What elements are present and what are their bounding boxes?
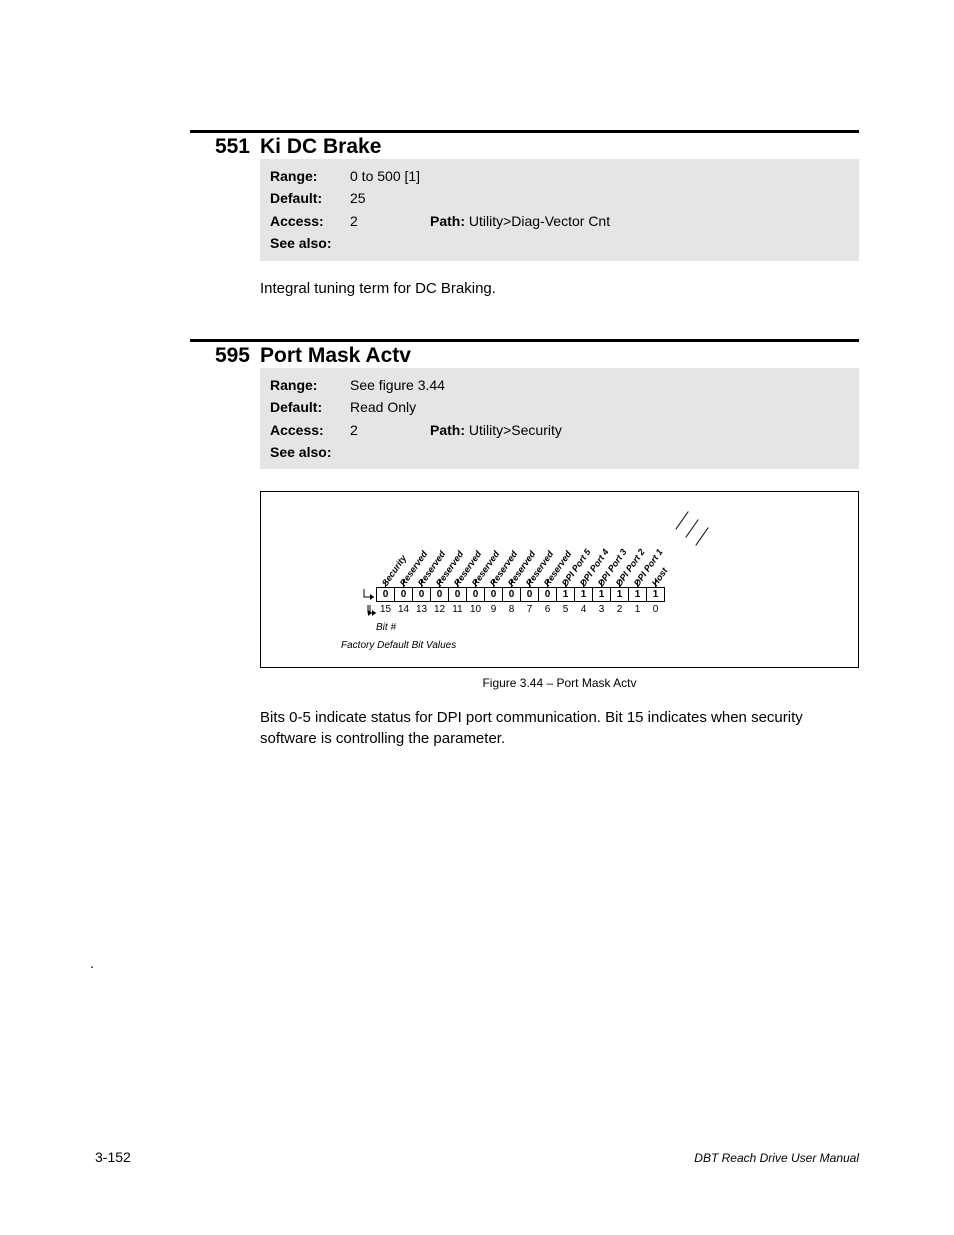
figure-box: SecurityReservedReservedReservedReserved…	[260, 491, 859, 668]
seealso-label: See also:	[270, 232, 350, 254]
page-number: 3-152	[95, 1149, 131, 1165]
tick-line	[547, 580, 548, 587]
bit-number-cell: 9	[485, 602, 503, 616]
slash-line	[685, 520, 698, 539]
stray-dot: .	[90, 955, 94, 971]
tick-line	[637, 580, 638, 587]
slash-line	[675, 512, 688, 531]
path-value: Utility>Diag-Vector Cnt	[469, 213, 610, 229]
arrow-icon	[356, 587, 376, 627]
tick-line	[385, 580, 386, 587]
slash-line	[695, 528, 708, 547]
bit-number-cell: 8	[503, 602, 521, 616]
range-value: See figure 3.44	[350, 374, 445, 396]
range-label: Range:	[270, 165, 350, 187]
rule-top-595	[190, 339, 859, 342]
path-551: Path: Utility>Diag-Vector Cnt	[430, 210, 610, 232]
bit-number-cell: 15	[377, 602, 395, 616]
bit-value-cell: 0	[449, 588, 467, 602]
manual-title: DBT Reach Drive User Manual	[694, 1151, 859, 1165]
bit-values-row: 0000000000111111	[377, 588, 665, 602]
default-value: Read Only	[350, 396, 416, 418]
bit-number-cell: 12	[431, 602, 449, 616]
bit-number-cell: 11	[449, 602, 467, 616]
bit-number-cell: 13	[413, 602, 431, 616]
tick-line	[529, 580, 530, 587]
param-title-551: Ki DC Brake	[260, 135, 381, 159]
factory-default-label: Factory Default Bit Values	[341, 640, 456, 651]
body-551: Integral tuning term for DC Braking.	[260, 279, 859, 299]
bit-value-cell: 0	[413, 588, 431, 602]
path-label: Path:	[430, 213, 469, 229]
bit-number-cell: 0	[647, 602, 665, 616]
bit-number-cell: 2	[611, 602, 629, 616]
title-row-595: 595 Port Mask Actv	[175, 344, 859, 368]
gray-box-595: Range: See figure 3.44 Default: Read Onl…	[260, 368, 859, 470]
bit-value-cell: 0	[377, 588, 395, 602]
param-number-551: 551	[175, 135, 260, 159]
bit-value-cell: 1	[611, 588, 629, 602]
access-label: Access:	[270, 210, 350, 232]
param-551: 551 Ki DC Brake Range: 0 to 500 [1] Defa…	[180, 130, 859, 299]
gray-box-551: Range: 0 to 500 [1] Default: 25 Access: …	[260, 159, 859, 261]
tick-line	[655, 580, 656, 587]
bit-value-cell: 0	[503, 588, 521, 602]
param-number-595: 595	[175, 344, 260, 368]
param-title-595: Port Mask Actv	[260, 344, 411, 368]
page: 551 Ki DC Brake Range: 0 to 500 [1] Defa…	[0, 0, 954, 1235]
body-595: Bits 0-5 indicate status for DPI port co…	[260, 708, 859, 749]
bit-value-cell: 0	[431, 588, 449, 602]
path-value: Utility>Security	[469, 422, 562, 438]
path-595: Path: Utility>Security	[430, 419, 562, 441]
footer: 3-152 DBT Reach Drive User Manual	[95, 1149, 859, 1165]
bit-number-cell: 6	[539, 602, 557, 616]
bit-hash-label: Bit #	[376, 622, 396, 633]
tick-line	[493, 580, 494, 587]
access-label: Access:	[270, 419, 350, 441]
bit-value-cell: 1	[647, 588, 665, 602]
default-value: 25	[350, 187, 366, 209]
bit-value-cell: 0	[521, 588, 539, 602]
tick-line	[457, 580, 458, 587]
default-label: Default:	[270, 396, 350, 418]
bit-table: 0000000000111111 1514131211109876543210	[376, 587, 665, 616]
bit-value-cell: 0	[395, 588, 413, 602]
tick-line	[439, 580, 440, 587]
bit-number-cell: 4	[575, 602, 593, 616]
tick-line	[511, 580, 512, 587]
tick-line	[421, 580, 422, 587]
rule-top-551	[190, 130, 859, 133]
bit-number-cell: 1	[629, 602, 647, 616]
param-595: 595 Port Mask Actv Range: See figure 3.4…	[180, 339, 859, 749]
bit-value-cell: 0	[485, 588, 503, 602]
bit-numbers-row: 1514131211109876543210	[377, 602, 665, 616]
range-label: Range:	[270, 374, 350, 396]
default-label: Default:	[270, 187, 350, 209]
tick-line	[565, 580, 566, 587]
access-value: 2	[350, 419, 430, 441]
bit-value-cell: 1	[629, 588, 647, 602]
tick-line	[403, 580, 404, 587]
seealso-label: See also:	[270, 441, 350, 463]
title-row-551: 551 Ki DC Brake	[175, 135, 859, 159]
bit-value-cell: 1	[593, 588, 611, 602]
bit-value-cell: 1	[575, 588, 593, 602]
figure-caption: Figure 3.44 – Port Mask Actv	[260, 676, 859, 690]
tick-line	[475, 580, 476, 587]
bit-number-cell: 5	[557, 602, 575, 616]
tick-line	[583, 580, 584, 587]
bit-value-cell: 1	[557, 588, 575, 602]
bit-number-cell: 14	[395, 602, 413, 616]
bit-number-cell: 3	[593, 602, 611, 616]
bit-number-cell: 10	[467, 602, 485, 616]
bit-number-cell: 7	[521, 602, 539, 616]
tick-line	[601, 580, 602, 587]
bit-value-cell: 0	[539, 588, 557, 602]
access-value: 2	[350, 210, 430, 232]
tick-line	[619, 580, 620, 587]
path-label: Path:	[430, 422, 469, 438]
range-value: 0 to 500 [1]	[350, 165, 420, 187]
bit-value-cell: 0	[467, 588, 485, 602]
